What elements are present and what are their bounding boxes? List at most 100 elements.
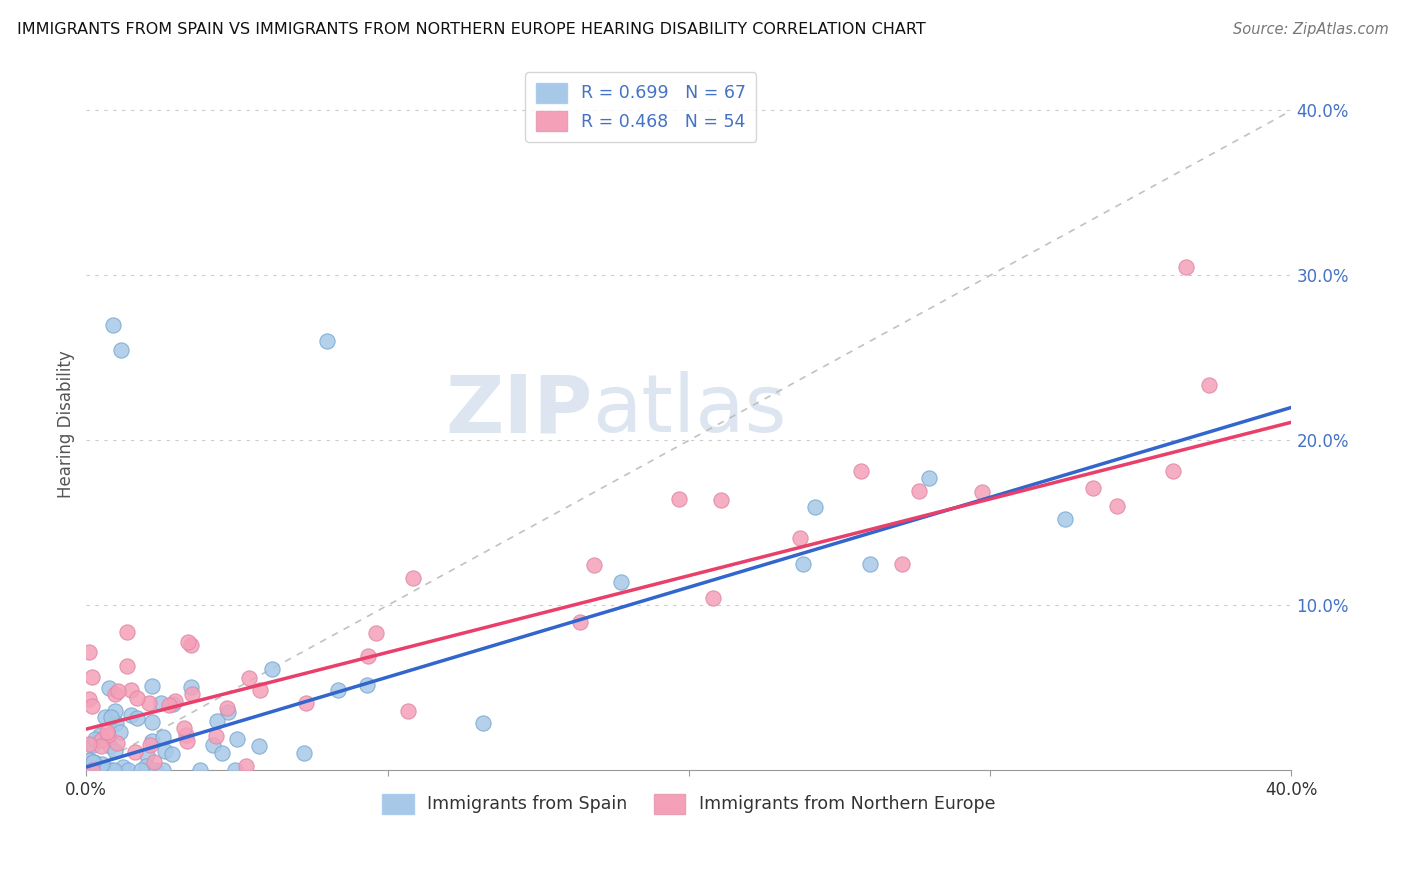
Point bbox=[328, 682, 350, 697]
Point bbox=[918, 471, 941, 485]
Point bbox=[82, 756, 104, 770]
Point bbox=[247, 739, 270, 754]
Point bbox=[249, 682, 271, 697]
Point bbox=[804, 500, 827, 514]
Point bbox=[82, 670, 104, 684]
Point bbox=[91, 764, 114, 778]
Point bbox=[859, 557, 882, 571]
Point bbox=[136, 748, 159, 763]
Point bbox=[138, 738, 160, 752]
Point bbox=[260, 662, 283, 676]
Point bbox=[104, 687, 127, 701]
Point bbox=[90, 764, 112, 778]
Point bbox=[157, 698, 180, 712]
Point bbox=[174, 728, 197, 742]
Y-axis label: Hearing Disability: Hearing Disability bbox=[58, 350, 75, 498]
Point bbox=[79, 645, 101, 659]
Point bbox=[610, 574, 633, 589]
Text: Source: ZipAtlas.com: Source: ZipAtlas.com bbox=[1233, 22, 1389, 37]
Point bbox=[124, 745, 146, 759]
Point bbox=[97, 728, 120, 742]
Point bbox=[396, 704, 419, 718]
Point bbox=[316, 334, 339, 349]
Point bbox=[129, 764, 152, 778]
Point bbox=[188, 764, 211, 778]
Point bbox=[125, 691, 148, 706]
Point bbox=[152, 730, 174, 744]
Point bbox=[115, 658, 138, 673]
Point bbox=[79, 764, 101, 778]
Point bbox=[1054, 512, 1077, 526]
Point bbox=[82, 739, 104, 753]
Point bbox=[472, 716, 495, 731]
Point bbox=[226, 732, 249, 747]
Point bbox=[103, 318, 125, 332]
Point bbox=[211, 747, 233, 761]
Point bbox=[96, 764, 118, 778]
Point bbox=[83, 764, 105, 778]
Point bbox=[142, 755, 165, 769]
Point bbox=[202, 738, 225, 752]
Point bbox=[135, 759, 157, 773]
Point bbox=[93, 764, 115, 778]
Point bbox=[98, 681, 121, 695]
Point bbox=[163, 694, 186, 708]
Point bbox=[1198, 378, 1220, 392]
Point bbox=[90, 732, 112, 747]
Point bbox=[402, 571, 425, 585]
Point bbox=[105, 716, 128, 731]
Point bbox=[138, 696, 160, 710]
Point bbox=[79, 692, 101, 706]
Point bbox=[79, 753, 101, 767]
Point bbox=[90, 739, 112, 753]
Point bbox=[583, 558, 606, 573]
Point bbox=[1081, 481, 1104, 495]
Text: atlas: atlas bbox=[592, 371, 787, 449]
Point bbox=[177, 635, 200, 649]
Point bbox=[117, 624, 139, 639]
Point bbox=[100, 710, 122, 724]
Point bbox=[153, 744, 176, 758]
Point bbox=[173, 721, 195, 735]
Point bbox=[970, 485, 993, 500]
Point bbox=[702, 591, 724, 605]
Point bbox=[356, 678, 378, 692]
Point bbox=[82, 698, 104, 713]
Point bbox=[96, 725, 118, 739]
Point bbox=[1105, 499, 1128, 513]
Point bbox=[792, 557, 814, 571]
Point bbox=[98, 739, 121, 753]
Point bbox=[79, 737, 101, 751]
Point bbox=[111, 760, 134, 774]
Point bbox=[568, 615, 591, 629]
Point bbox=[120, 683, 142, 698]
Point bbox=[891, 557, 914, 571]
Point bbox=[104, 704, 127, 718]
Point bbox=[84, 732, 107, 747]
Legend: Immigrants from Spain, Immigrants from Northern Europe: Immigrants from Spain, Immigrants from N… bbox=[373, 783, 1005, 824]
Point bbox=[110, 343, 132, 357]
Point bbox=[89, 728, 111, 742]
Point bbox=[79, 754, 101, 768]
Point bbox=[100, 764, 122, 778]
Point bbox=[105, 736, 128, 750]
Point bbox=[176, 734, 198, 748]
Point bbox=[295, 697, 318, 711]
Point bbox=[107, 684, 129, 698]
Point bbox=[851, 465, 873, 479]
Point bbox=[141, 714, 163, 729]
Point bbox=[120, 708, 142, 723]
Point bbox=[205, 729, 228, 743]
Point bbox=[162, 697, 184, 711]
Point bbox=[217, 705, 239, 719]
Point bbox=[1175, 260, 1198, 275]
Point bbox=[789, 532, 811, 546]
Point bbox=[152, 764, 174, 778]
Point bbox=[160, 747, 183, 761]
Text: ZIP: ZIP bbox=[446, 371, 592, 449]
Point bbox=[238, 671, 260, 685]
Point bbox=[93, 710, 115, 724]
Point bbox=[82, 764, 104, 778]
Text: IMMIGRANTS FROM SPAIN VS IMMIGRANTS FROM NORTHERN EUROPE HEARING DISABILITY CORR: IMMIGRANTS FROM SPAIN VS IMMIGRANTS FROM… bbox=[17, 22, 925, 37]
Point bbox=[117, 764, 139, 778]
